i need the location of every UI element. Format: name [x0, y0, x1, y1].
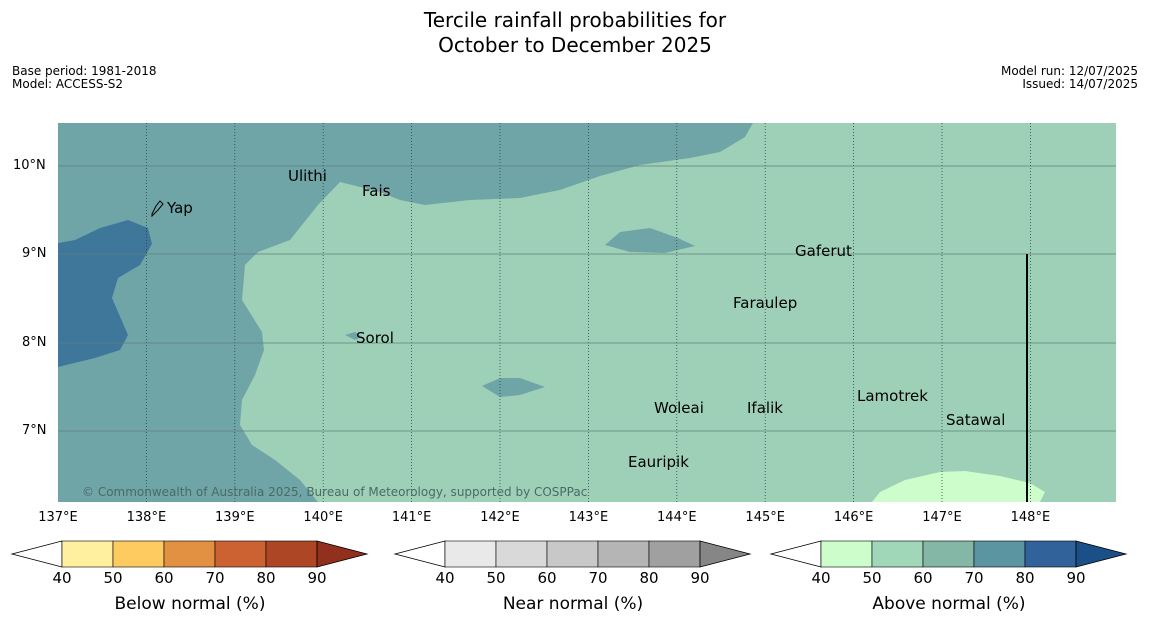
colorbar-segment	[597, 540, 650, 568]
patch-above-60-70-a	[605, 228, 695, 253]
colorbar-segment	[444, 540, 497, 568]
parallel-lines	[58, 165, 1116, 432]
lon-label: 144°E	[657, 510, 697, 525]
lat-label: 7°N	[22, 423, 47, 438]
lon-label: 145°E	[745, 510, 785, 525]
colorbar-tick-label: 90	[307, 569, 327, 587]
place-label: Sorol	[356, 329, 394, 347]
title-line-2: October to December 2025	[438, 33, 712, 57]
lon-label: 146°E	[833, 510, 874, 525]
model-run-text: Model run: 12/07/2025	[1000, 64, 1138, 78]
base-period-text: Base period: 1981-2018	[12, 64, 157, 78]
lat-label: 9°N	[22, 246, 47, 261]
lon-label: 140°E	[303, 510, 343, 525]
lon-label: 139°E	[215, 510, 255, 525]
colorbar-max-extend	[1075, 540, 1128, 568]
model-text: Model: ACCESS-S2	[12, 77, 124, 91]
lon-label: 142°E	[480, 510, 520, 525]
region-above-60-70	[58, 123, 753, 502]
title-line-1: Tercile rainfall probabilities for	[423, 8, 727, 32]
place-label: Faraulep	[733, 294, 797, 312]
colorbar-segment	[265, 540, 318, 568]
colorbar-tick-label: 80	[1015, 569, 1035, 587]
patch-above-60-70-b	[482, 378, 545, 397]
colorbar-tick-label: 60	[913, 569, 933, 587]
place-label: Woleai	[654, 399, 704, 417]
colorbar-tick-label: 70	[964, 569, 984, 587]
colorbar-tick-label: 50	[486, 569, 506, 587]
lon-label: 138°E	[126, 510, 167, 525]
colorbar-tick-label: 90	[690, 569, 710, 587]
colorbar-tick-label: 70	[205, 569, 225, 587]
colorbar-tick-label: 80	[639, 569, 659, 587]
meta-left: Base period: 1981-2018 Model: ACCESS-S2	[12, 65, 157, 91]
map-title: Tercile rainfall probabilities for Octob…	[0, 8, 1150, 58]
colorbar-max-extend	[316, 540, 369, 568]
meridian-lines	[145, 123, 1031, 502]
place-label: Yap	[166, 199, 193, 217]
colorbar-segment	[61, 540, 114, 568]
colorbar-max-extend	[699, 540, 752, 568]
colorbar-tick-label: 40	[811, 569, 831, 587]
colorbar-below-label: Below normal (%)	[114, 594, 266, 614]
colorbars	[10, 540, 1128, 568]
colorbar-min-extend	[393, 540, 446, 568]
colorbar-segment	[495, 540, 548, 568]
lat-label: 8°N	[22, 335, 47, 350]
lon-label: 141°E	[391, 510, 432, 525]
lon-label: 137°E	[38, 510, 78, 525]
lat-label: 10°N	[13, 158, 46, 173]
place-label: Satawal	[946, 411, 1005, 429]
colorbar-segment	[871, 540, 924, 568]
copyright-text: © Commonwealth of Australia 2025, Bureau…	[82, 485, 587, 499]
colorbar-tick-label: 50	[103, 569, 123, 587]
region-above-40-50	[872, 471, 1045, 502]
patch-above-60-70-c	[345, 332, 362, 340]
colorbar-tick-label: 60	[154, 569, 174, 587]
place-label: Ulithi	[288, 167, 327, 185]
colorbar-segment	[1024, 540, 1077, 568]
colorbar-min-extend	[10, 540, 63, 568]
issued-text: Issued: 14/07/2025	[1022, 77, 1138, 91]
colorbar-segment	[163, 540, 216, 568]
colorbar-segment	[922, 540, 975, 568]
place-label: Ifalik	[747, 399, 783, 417]
meta-right: Model run: 12/07/2025 Issued: 14/07/2025	[1001, 65, 1138, 91]
place-label: Fais	[362, 182, 391, 200]
colorbar-tick-label: 90	[1066, 569, 1086, 587]
colorbar-tick-label: 40	[435, 569, 455, 587]
colorbar-tick-label: 60	[537, 569, 557, 587]
colorbar-segment	[820, 540, 873, 568]
colorbar-tick-label: 50	[862, 569, 882, 587]
place-label: Lamotrek	[857, 387, 928, 405]
colorbar-segment	[973, 540, 1026, 568]
yap-island-shape	[151, 200, 164, 218]
colorbar-segment	[112, 540, 165, 568]
colorbar-tick-label: 40	[52, 569, 72, 587]
colorbar-tick-label: 70	[588, 569, 608, 587]
colorbar-above-label: Above normal (%)	[872, 594, 1026, 614]
colorbar-segment	[214, 540, 267, 568]
region-above-70-80	[58, 220, 152, 367]
lon-label: 148°E	[1010, 510, 1051, 525]
place-label: Eauripik	[628, 453, 689, 471]
place-label: Gaferut	[795, 242, 852, 260]
colorbar-segment	[648, 540, 701, 568]
colorbar-min-extend	[769, 540, 822, 568]
colorbar-segment	[546, 540, 599, 568]
lon-label: 143°E	[568, 510, 609, 525]
colorbar-near-label: Near normal (%)	[502, 594, 644, 614]
lon-label: 147°E	[922, 510, 962, 525]
colorbar-tick-label: 80	[256, 569, 276, 587]
